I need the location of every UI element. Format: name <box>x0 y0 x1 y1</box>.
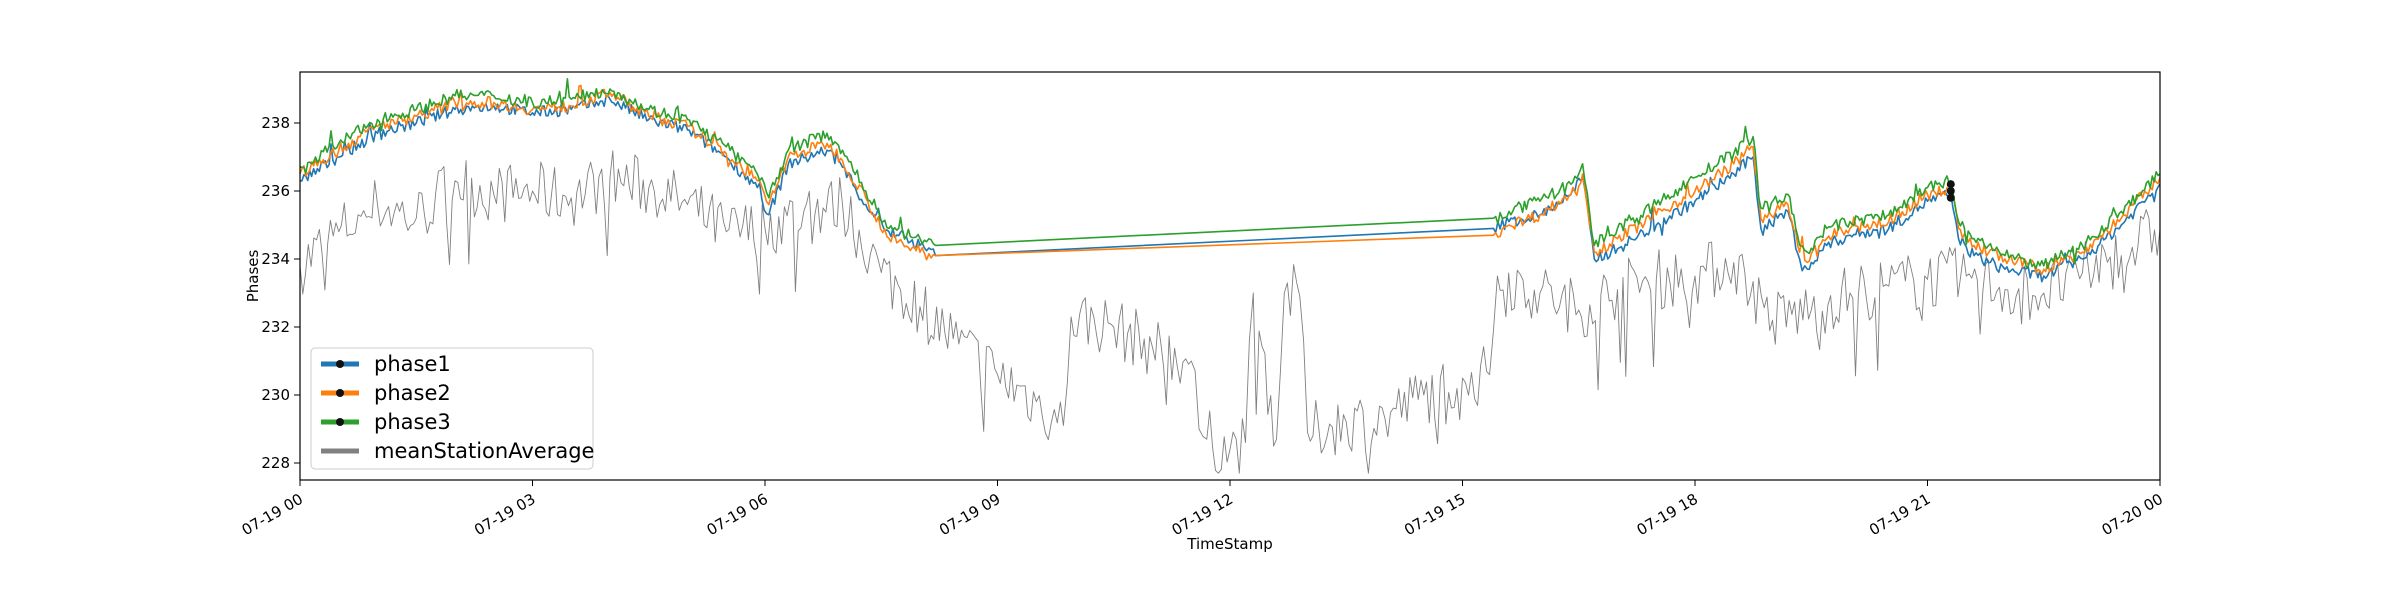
x-tick-label: 07-19 18 <box>1634 490 1701 539</box>
legend-marker-phase2 <box>336 389 344 397</box>
x-tick-label: 07-19 09 <box>936 490 1003 539</box>
series-markers <box>1946 180 1955 202</box>
y-tick-label: 234 <box>261 250 290 268</box>
series-line-meanStationAverage <box>299 150 2161 474</box>
legend-box <box>310 347 594 470</box>
legend: phase1 phase2 phase3 meanStationAverage <box>310 347 594 470</box>
x-axis-label: TimeStamp <box>1186 535 1272 553</box>
y-axis-ticks: 228 230 232 234 236 238 <box>261 114 300 472</box>
x-tick-label: 07-19 12 <box>1169 490 1236 539</box>
x-tick-label: 07-20 00 <box>2099 490 2166 539</box>
series-line-phase1 <box>299 95 2161 283</box>
marker-point-0-0 <box>1946 193 1955 202</box>
y-tick-label: 232 <box>261 318 290 336</box>
x-tick-label: 07-19 06 <box>704 490 771 539</box>
y-tick-label: 236 <box>261 182 290 200</box>
marker-point-0-2 <box>1946 180 1955 189</box>
series-line-phase3 <box>299 78 2161 270</box>
y-tick-label: 228 <box>261 454 290 472</box>
y-tick-label: 230 <box>261 386 290 404</box>
legend-label-phase1: phase1 <box>374 352 451 376</box>
legend-label-phase2: phase2 <box>374 381 451 405</box>
y-tick-label: 238 <box>261 114 290 132</box>
x-axis-ticks: 07-19 00 07-19 03 07-19 06 07-19 09 07-19 12… <box>239 480 2166 539</box>
legend-marker-phase3 <box>336 418 344 426</box>
x-tick-label: 07-19 03 <box>471 490 538 539</box>
legend-label-meanStationAverage: meanStationAverage <box>374 439 594 463</box>
x-tick-label: 07-19 15 <box>1401 490 1468 539</box>
series-lines <box>299 78 2161 474</box>
x-tick-label: 07-19 00 <box>239 490 306 539</box>
marker-point-0-1 <box>1946 187 1955 195</box>
legend-marker-phase1 <box>336 360 344 368</box>
legend-label-phase3: phase3 <box>374 410 451 434</box>
x-tick-label: 07-19 21 <box>1866 490 1933 539</box>
series-line-phase2 <box>299 84 2161 276</box>
y-axis-label: Phases <box>244 250 262 303</box>
